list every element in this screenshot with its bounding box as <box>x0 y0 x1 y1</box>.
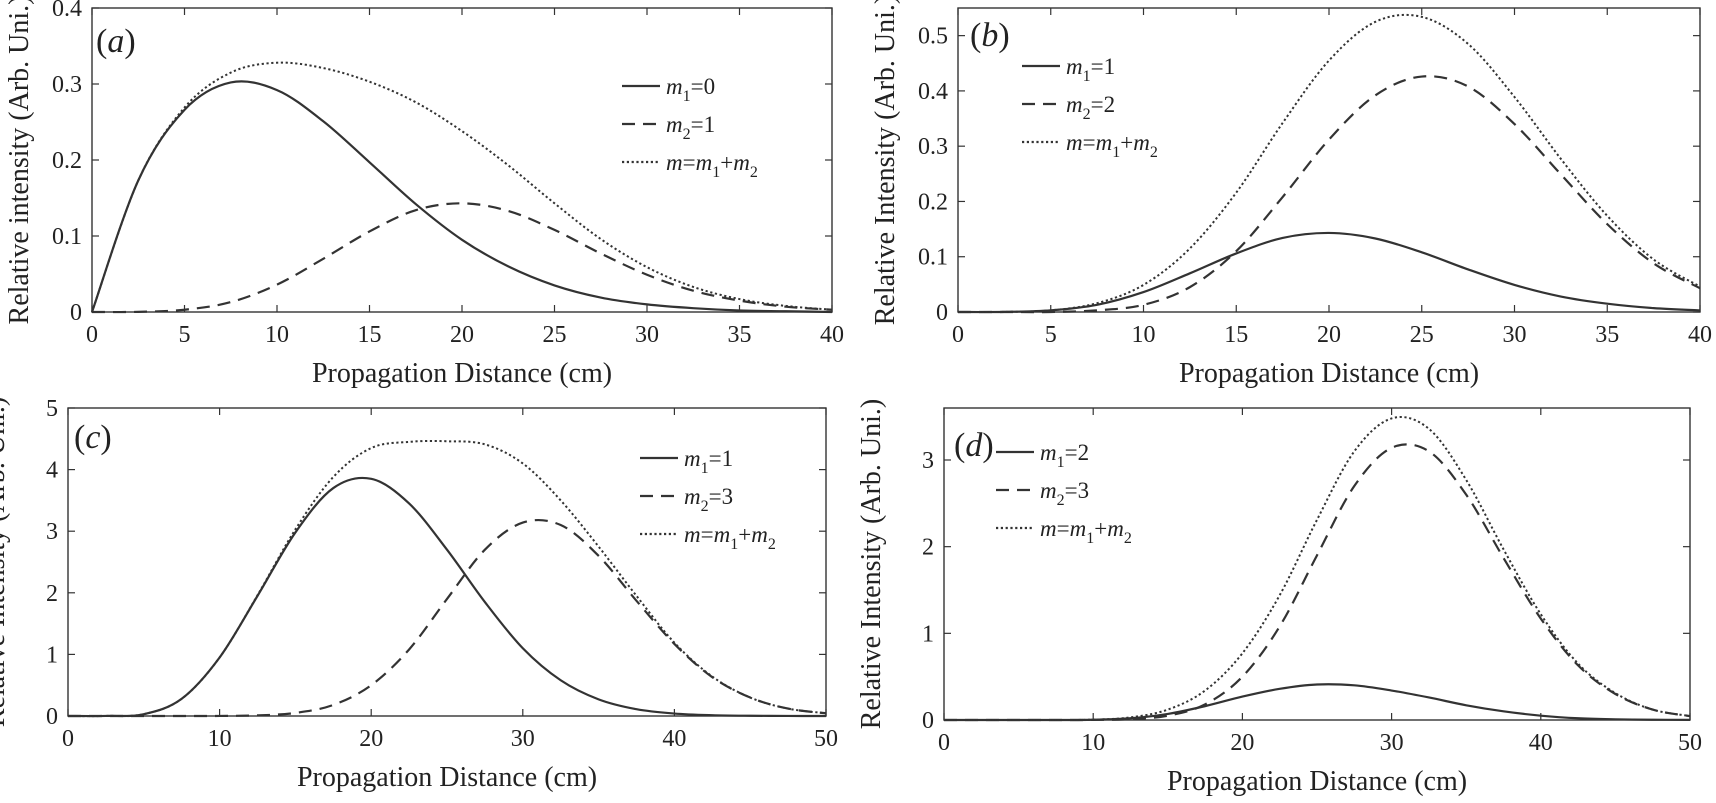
y-tick-label: 0.4 <box>918 79 948 105</box>
panel-label: (d) <box>954 427 994 464</box>
x-tick-label: 40 <box>820 322 844 348</box>
x-tick-label: 5 <box>1045 322 1057 348</box>
panel-label: (a) <box>96 23 136 60</box>
y-tick-label: 1 <box>46 642 58 668</box>
x-tick-label: 10 <box>1081 730 1105 756</box>
x-axis-label: Propagation Distance (cm) <box>1167 766 1467 797</box>
y-tick-label: 0 <box>46 704 58 730</box>
y-axis-label: Relative Intensity (Arb. Uni.) <box>856 399 887 729</box>
x-tick-label: 20 <box>450 322 474 348</box>
legend-label: m1​=1 <box>1066 54 1115 85</box>
legend-label: m2​=3 <box>1040 478 1089 509</box>
x-tick-label: 10 <box>1132 322 1156 348</box>
y-tick-label: 0.3 <box>918 134 948 160</box>
series-line-dotted <box>957 13 1701 314</box>
y-axis-label: Relative intensity (Arb. Uni.) <box>4 0 35 324</box>
legend-label: m=m1​+m2​ <box>1040 516 1132 547</box>
x-tick-label: 40 <box>1529 730 1553 756</box>
y-tick-label: 0.2 <box>918 189 948 215</box>
x-tick-label: 20 <box>1317 322 1341 348</box>
legend-label: m2​=3 <box>684 484 733 515</box>
x-tick-label: 0 <box>952 322 964 348</box>
x-tick-label: 25 <box>1410 322 1434 348</box>
plot-frame <box>67 407 827 717</box>
series-line-dotted <box>91 61 833 313</box>
y-axis-label: Relative Intensity (Arb. Uni.) <box>870 0 901 325</box>
x-tick-label: 0 <box>86 322 98 348</box>
panel-label: (c) <box>74 419 112 456</box>
x-tick-label: 5 <box>179 322 191 348</box>
legend: m1​=1 m2​=2 m=m1​+m2​ <box>1022 54 1158 161</box>
y-tick-label: 2 <box>922 535 934 561</box>
y-tick-label: 5 <box>46 396 58 422</box>
chart-panel-d: 0 10 20 30 40 50 0 1 2 3 Propagation Distance (cm)… <box>856 399 1702 797</box>
chart-panel-b: 0 5 10 15 20 25 30 35 40 0 0.1 0.2 0.3 0.4 0.5 Propagat… <box>870 0 1712 389</box>
x-tick-label: 20 <box>359 726 383 752</box>
x-axis-label: Propagation Distance (cm) <box>297 762 597 793</box>
x-tick-label: 35 <box>728 322 752 348</box>
chart-panel-c: 0 10 20 30 40 50 0 1 2 3 4 5 Propagation Distance (c… <box>0 396 838 793</box>
x-tick-label: 40 <box>1688 322 1712 348</box>
y-tick-label: 1 <box>922 621 934 647</box>
x-axis-label: Propagation Distance (cm) <box>1179 358 1479 389</box>
x-tick-label: 30 <box>635 322 659 348</box>
x-tick-label: 30 <box>1380 730 1404 756</box>
series-line-dashed <box>68 518 827 718</box>
x-tick-label: 40 <box>662 726 686 752</box>
y-tick-label: 0.5 <box>918 24 948 50</box>
x-tick-label: 0 <box>938 730 950 756</box>
y-tick-label: 0.3 <box>52 72 82 98</box>
x-tick-label: 30 <box>1503 322 1527 348</box>
y-tick-label: 4 <box>46 458 58 484</box>
series-line-dashed <box>944 443 1691 722</box>
x-tick-label: 15 <box>358 322 382 348</box>
x-tick-label: 0 <box>62 726 74 752</box>
legend: m1​=2 m2​=3 m=m1​+m2​ <box>996 440 1132 547</box>
x-tick-label: 10 <box>208 726 232 752</box>
legend: m1​=1 m2​=3 m=m1​+m2​ <box>640 446 776 553</box>
y-tick-label: 0 <box>70 300 82 326</box>
series-line-solid <box>944 683 1691 722</box>
x-tick-label: 15 <box>1224 322 1248 348</box>
x-tick-label: 10 <box>265 322 289 348</box>
legend-label: m2​=1 <box>666 112 715 143</box>
plot-frame <box>943 407 1691 721</box>
x-tick-label: 50 <box>814 726 838 752</box>
x-tick-label: 20 <box>1230 730 1254 756</box>
y-tick-label: 3 <box>922 448 934 474</box>
legend-label: m1​=0 <box>666 74 715 105</box>
legend-label: m=m1​+m2​ <box>1066 130 1158 161</box>
x-tick-label: 30 <box>511 726 535 752</box>
x-tick-label: 50 <box>1678 730 1702 756</box>
chart-panel-a: 0 5 10 15 20 25 30 35 40 0 0.1 0.2 0.3 0.4 Propagation… <box>4 0 844 389</box>
series-line-dashed <box>957 75 1701 314</box>
legend-label: m2​=2 <box>1066 92 1115 123</box>
series-line-dashed <box>91 202 833 314</box>
series-line-solid <box>90 80 833 314</box>
y-tick-label: 3 <box>46 519 58 545</box>
y-tick-label: 0.1 <box>918 245 948 271</box>
legend: m1​=0 m2​=1 m=m1​+m2​ <box>622 74 758 181</box>
legend-label: m=m1​+m2​ <box>684 522 776 553</box>
legend-label: m1​=2 <box>1040 440 1089 471</box>
y-tick-label: 0.4 <box>52 0 82 22</box>
x-axis-label: Propagation Distance (cm) <box>312 358 612 389</box>
y-tick-label: 0 <box>936 300 948 326</box>
x-tick-label: 25 <box>543 322 567 348</box>
y-tick-label: 0.2 <box>52 148 82 174</box>
panel-label: (b) <box>970 17 1010 54</box>
legend-label: m=m1​+m2​ <box>666 150 758 181</box>
y-axis-label: Relative Intensity (Arb. Uni.) <box>0 397 11 727</box>
y-tick-label: 0.1 <box>52 224 82 250</box>
x-tick-label: 35 <box>1595 322 1619 348</box>
y-tick-label: 0 <box>922 708 934 734</box>
series-line-dotted <box>67 439 827 718</box>
legend-label: m1​=1 <box>684 446 733 477</box>
y-tick-label: 2 <box>46 581 58 607</box>
